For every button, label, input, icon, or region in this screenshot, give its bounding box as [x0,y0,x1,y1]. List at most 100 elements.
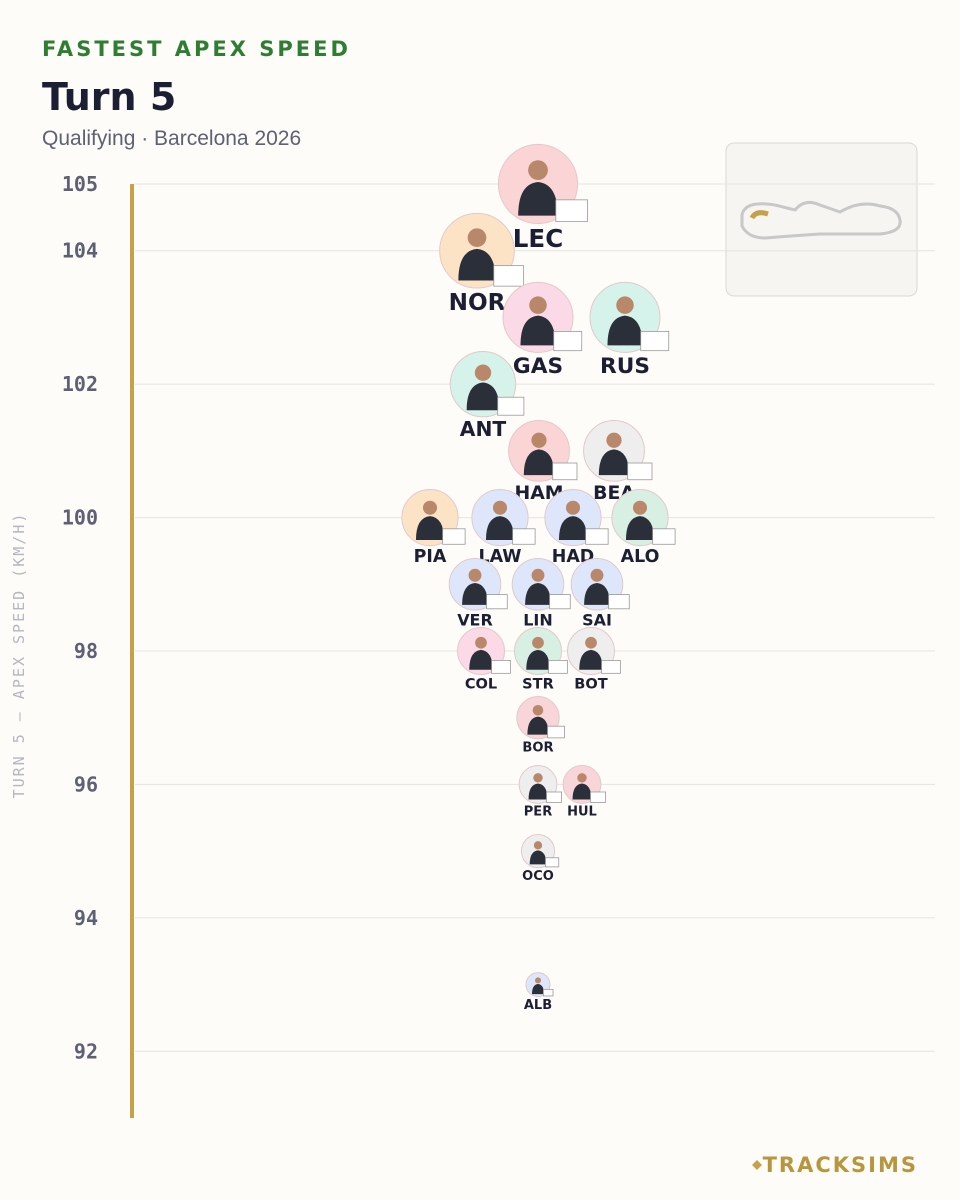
driver: GAS [502,281,583,379]
flag [627,462,653,481]
y-axis-label: TURN 5 — APEX SPEED (KM/H) [10,512,28,799]
driver-head [577,773,587,783]
flag [590,791,607,803]
flag [549,594,571,610]
driver-label: LIN [523,610,553,629]
driver-head [535,977,541,984]
driver: STR [514,627,568,692]
driver-head [474,364,492,381]
driver-label: COL [465,675,497,692]
driver-label: RUS [600,354,650,379]
driver-body [518,182,558,216]
driver-label: OCO [522,869,554,884]
driver: HUL [562,765,607,820]
driver-label: NOR [449,290,506,316]
driver-head [565,500,581,515]
flag [486,594,508,610]
driver-label: LEC [513,224,563,253]
driver-body [485,516,515,541]
driver: RUS [589,281,670,379]
flag [491,660,511,674]
driver-body [466,382,500,411]
flag [553,331,583,352]
chart-title: Turn 5 [42,75,176,119]
flag [546,791,563,803]
driver-body [527,716,549,735]
driver-body [415,516,445,541]
driver-body [529,850,547,865]
driver-label: VER [457,610,493,629]
flag [543,988,554,997]
brand: TRACKSIMS [763,1153,918,1177]
driver: ALO [611,488,676,567]
driver: SAI [570,557,630,629]
driver-head [528,160,548,181]
driver-label: HAM [514,483,563,504]
driver-label: HUL [567,805,597,820]
track-outline [740,200,902,240]
driver-body [526,649,550,670]
driver-body [532,983,544,995]
y-tick-label: 92 [74,1039,98,1063]
driver-head [533,841,543,850]
driver-head [533,773,543,783]
y-tick-label: 94 [74,906,98,930]
driver-head [585,636,597,649]
driver-label: ALB [524,998,552,1013]
driver-body [462,582,488,605]
driver-head [616,296,634,314]
driver-head [492,500,508,515]
flag [512,528,536,545]
flag [555,199,588,223]
driver: NOR [439,212,525,316]
y-tick-label: 96 [74,772,98,796]
driver-head [632,500,648,515]
driver-label: GAS [513,354,563,379]
flag [548,660,568,674]
driver: COL [457,627,511,692]
driver-body [528,783,548,800]
turn-highlight [749,210,769,220]
driver-head [532,704,544,716]
y-tick-label: 100 [62,506,98,530]
driver-body [523,449,555,476]
driver-body [558,516,588,541]
y-tick-label: 104 [62,239,98,263]
flag [547,725,565,739]
driver-label: PIA [414,547,447,567]
driver: ALB [524,972,554,1013]
driver: LAW [471,488,536,567]
driver-body [458,248,496,281]
driver-label: ALO [621,547,660,567]
driver-head [532,636,544,649]
flag [497,396,525,416]
driver: OCO [520,834,560,884]
driver-head [531,432,547,448]
y-tick-label: 105 [62,172,98,196]
driver-label: BOT [574,675,607,692]
driver: PER [518,765,563,820]
driver-head [475,636,487,649]
driver: BOR [516,696,565,755]
flag [640,331,670,352]
driver-label: SAI [582,610,612,629]
driver-body [520,315,556,346]
driver-head [422,500,438,515]
driver-head [468,568,482,582]
flag [552,462,578,481]
driver-head [529,296,547,314]
flag [585,528,609,545]
driver-head [606,432,622,448]
driver-body [584,582,610,605]
y-tick-label: 98 [74,639,98,663]
driver-body [625,516,655,541]
y-tick-label: 102 [62,372,98,396]
flag [545,857,560,868]
driver-body [572,783,592,800]
subtitle: Qualifying · Barcelona 2026 [42,127,301,150]
flag [652,528,676,545]
brand-icon [752,1160,762,1170]
driver-label: STR [522,675,554,692]
flag [601,660,621,674]
